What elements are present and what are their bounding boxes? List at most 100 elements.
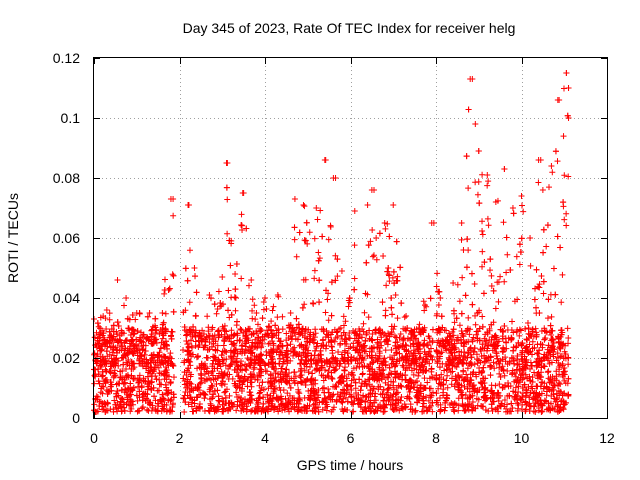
data-point — [468, 377, 475, 384]
data-point — [322, 309, 329, 316]
data-point — [253, 397, 260, 404]
data-point — [275, 326, 282, 333]
data-point — [108, 326, 115, 333]
data-point — [415, 348, 422, 355]
data-point — [449, 352, 456, 359]
data-point — [380, 358, 387, 365]
data-point — [270, 303, 277, 310]
data-point — [155, 387, 162, 394]
data-point — [403, 353, 410, 360]
data-point — [325, 373, 332, 380]
data-point — [240, 405, 247, 412]
data-point — [518, 202, 525, 209]
data-point — [435, 385, 442, 392]
data-point — [414, 345, 421, 352]
data-point — [229, 357, 236, 364]
data-point — [166, 408, 173, 415]
data-point — [345, 303, 352, 310]
data-point — [457, 387, 464, 394]
data-point — [311, 394, 318, 401]
data-point — [471, 281, 478, 288]
data-point — [325, 386, 332, 393]
data-point — [108, 387, 115, 394]
data-point — [428, 365, 435, 372]
data-point — [527, 366, 534, 373]
data-point — [239, 367, 246, 374]
data-point — [111, 359, 118, 366]
data-point — [560, 85, 567, 92]
data-point — [331, 404, 338, 411]
data-point — [535, 283, 542, 290]
data-point — [354, 360, 361, 367]
data-point — [186, 326, 193, 333]
data-point — [503, 234, 510, 241]
data-point — [339, 355, 346, 362]
data-point — [375, 327, 382, 334]
data-point — [377, 391, 384, 398]
data-point — [205, 328, 212, 335]
data-point — [301, 237, 308, 244]
data-point — [561, 172, 568, 179]
data-point — [322, 333, 329, 340]
data-point — [393, 277, 400, 284]
data-point — [358, 383, 365, 390]
data-point — [325, 389, 332, 396]
data-point — [204, 354, 211, 361]
data-point — [419, 326, 426, 333]
data-point — [302, 354, 309, 361]
data-point — [460, 343, 467, 350]
data-point — [447, 332, 454, 339]
data-point — [562, 350, 569, 357]
data-point — [318, 326, 325, 333]
data-point — [229, 403, 236, 410]
data-point — [440, 343, 447, 350]
data-point — [408, 377, 415, 384]
data-point — [442, 360, 449, 367]
data-point — [516, 367, 523, 374]
data-point — [139, 363, 146, 370]
data-point — [95, 371, 102, 378]
data-point — [341, 367, 348, 374]
data-point — [443, 336, 450, 343]
data-point — [189, 351, 196, 358]
data-point — [288, 336, 295, 343]
data-point — [466, 400, 473, 407]
data-point — [238, 387, 245, 394]
data-point — [527, 348, 534, 355]
data-point — [421, 307, 428, 314]
data-point — [485, 357, 492, 364]
data-point — [363, 330, 370, 337]
data-point — [494, 389, 501, 396]
data-point — [493, 352, 500, 359]
data-point — [503, 269, 510, 276]
data-point — [399, 336, 406, 343]
data-point — [199, 327, 206, 334]
data-point — [519, 385, 526, 392]
data-point — [358, 380, 365, 387]
data-point — [471, 361, 478, 368]
data-point — [385, 381, 392, 388]
data-point — [192, 312, 199, 319]
data-point — [339, 399, 346, 406]
data-point — [465, 106, 472, 113]
data-point — [154, 400, 161, 407]
data-point — [478, 402, 485, 409]
data-point — [540, 354, 547, 361]
data-point — [519, 365, 526, 372]
data-point — [129, 360, 136, 367]
data-point — [396, 350, 403, 357]
data-point — [555, 380, 562, 387]
data-point — [260, 400, 267, 407]
data-point — [544, 315, 551, 322]
data-point — [446, 401, 453, 408]
data-point — [463, 153, 470, 160]
data-point — [234, 318, 241, 325]
data-point — [323, 357, 330, 364]
data-point — [491, 365, 498, 372]
data-point — [94, 337, 101, 344]
data-point — [158, 381, 165, 388]
data-point — [340, 395, 347, 402]
data-point — [526, 402, 533, 409]
data-point — [245, 360, 252, 367]
data-point — [284, 400, 291, 407]
